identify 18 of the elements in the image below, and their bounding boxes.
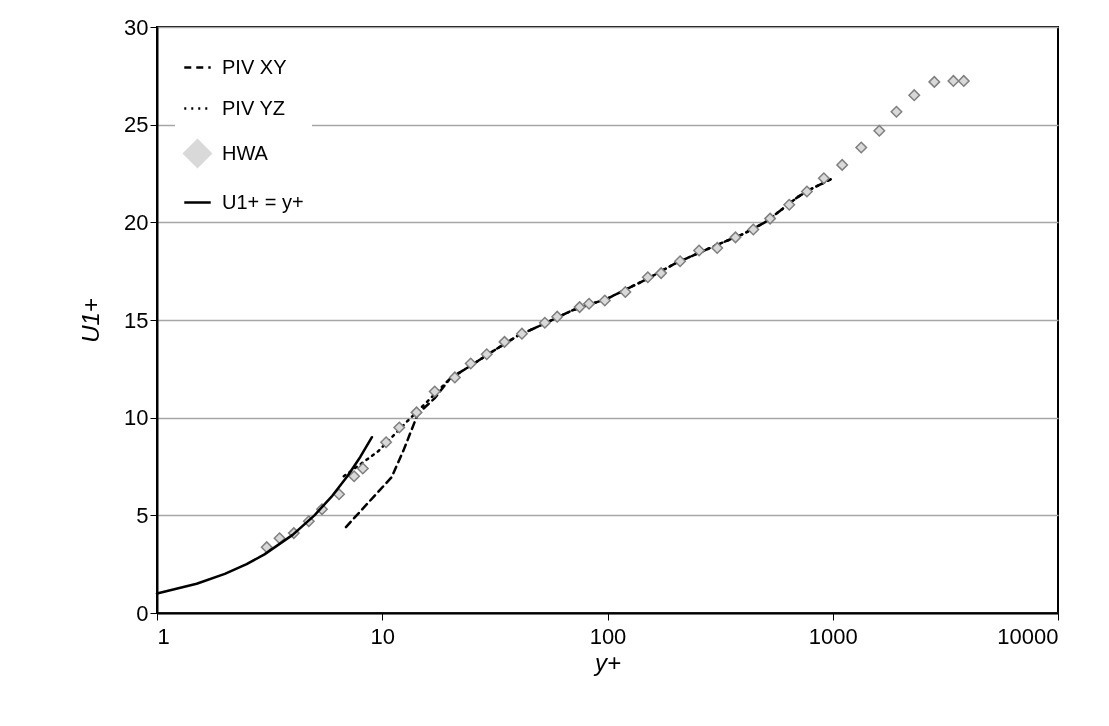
y-tick-label: 15 [124,307,149,333]
x-tick-label: 10000 [997,623,1059,649]
legend-label: U1+ = y+ [222,190,304,213]
x-tick-label: 1 [157,623,170,649]
y-tick-label: 5 [136,502,149,528]
y-tick-label: 30 [124,14,149,40]
x-tick-label: 1000 [808,623,858,649]
x-tick-label: 10 [370,623,395,649]
legend-label: PIV XY [222,55,287,78]
y-tick-label: 20 [124,209,149,235]
legend-label: HWA [222,141,269,164]
y-tick-label: 0 [136,600,149,626]
legend-label: PIV YZ [222,96,285,119]
y-tick-label: 25 [124,112,149,138]
y-tick-label: 10 [124,405,149,431]
x-axis-title: y+ [592,648,622,676]
y-axis-title: U1+ [77,298,105,343]
x-tick-label: 100 [589,623,627,649]
